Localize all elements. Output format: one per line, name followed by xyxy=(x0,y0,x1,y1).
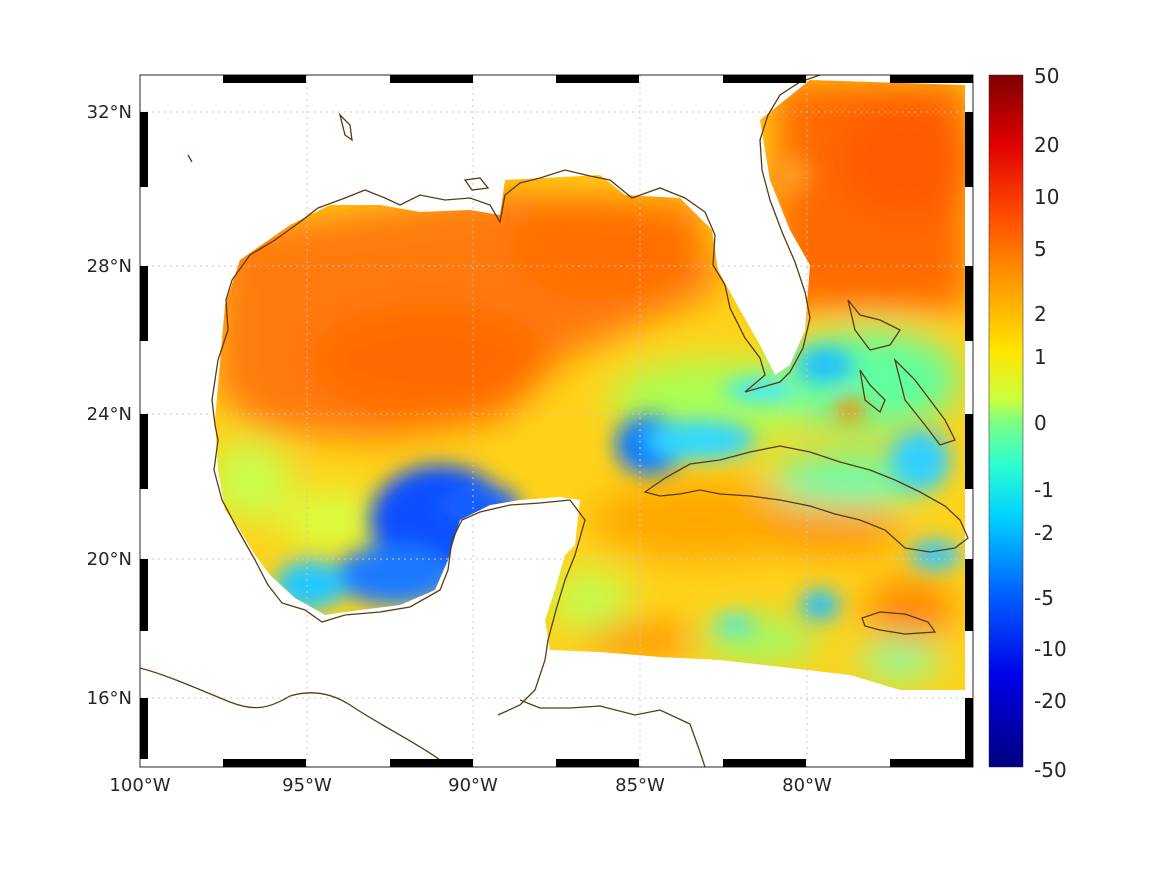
colorbar-label: -50 xyxy=(1034,758,1067,782)
lat-tick-label: 16°N xyxy=(87,688,132,709)
colorbar-label: 10 xyxy=(1034,185,1059,209)
colorbar: 50 20 10 5 2 1 0 -1 -2 -5 -10 -20 -50 xyxy=(988,64,1067,782)
lon-tick-label: 100°W xyxy=(109,775,170,796)
colorbar-label: 2 xyxy=(1034,302,1047,326)
lon-tick-labels: 100°W 95°W 90°W 85°W 80°W xyxy=(109,775,832,796)
colorbar-label: -1 xyxy=(1034,478,1054,502)
map-frame xyxy=(139,74,974,768)
lat-tick-label: 28°N xyxy=(87,256,132,277)
colorbar-label: -5 xyxy=(1034,586,1054,610)
colorbar-label: 50 xyxy=(1034,64,1059,88)
coastlines xyxy=(140,75,969,767)
lon-tick-label: 90°W xyxy=(448,775,498,796)
lat-tick-label: 24°N xyxy=(87,404,132,425)
lon-tick-label: 85°W xyxy=(615,775,665,796)
colorbar-gradient xyxy=(988,74,1024,768)
colorbar-label: -10 xyxy=(1034,637,1067,661)
lat-tick-label: 32°N xyxy=(87,102,132,123)
colorbar-label: 1 xyxy=(1034,345,1047,369)
colorbar-label: 0 xyxy=(1034,411,1047,435)
colorbar-label: 5 xyxy=(1034,237,1047,261)
lon-tick-label: 95°W xyxy=(282,775,332,796)
colorbar-label: 20 xyxy=(1034,133,1059,157)
colorbar-label: -2 xyxy=(1034,521,1054,545)
lon-tick-label: 80°W xyxy=(782,775,832,796)
lat-tick-label: 20°N xyxy=(87,549,132,570)
lat-tick-labels: 32°N 28°N 24°N 20°N 16°N xyxy=(87,102,132,709)
colorbar-label: -20 xyxy=(1034,689,1067,713)
colorbar-tick-labels: 50 20 10 5 2 1 0 -1 -2 -5 -10 -20 -50 xyxy=(1034,64,1067,782)
